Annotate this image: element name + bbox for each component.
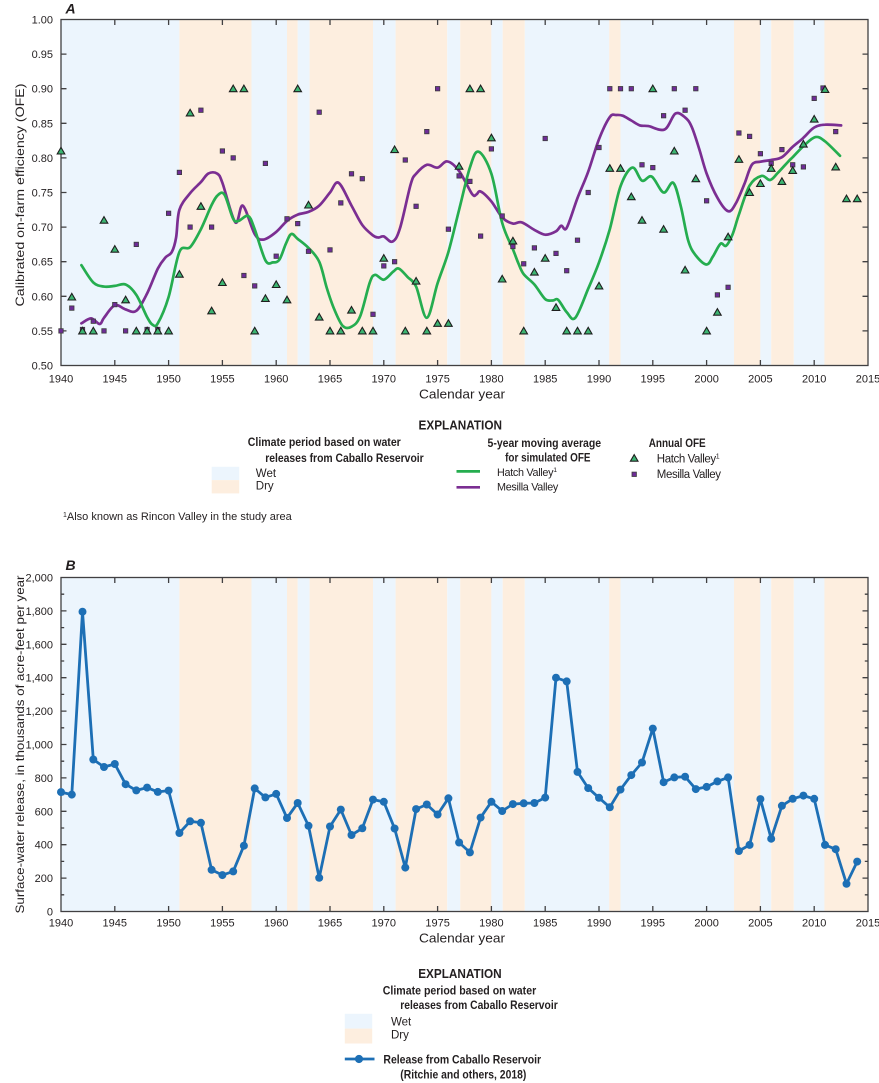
svg-text:2,000: 2,000 bbox=[25, 573, 53, 585]
svg-text:2015: 2015 bbox=[856, 918, 879, 930]
svg-text:0.60: 0.60 bbox=[32, 291, 53, 303]
svg-text:Calendar year: Calendar year bbox=[419, 388, 505, 402]
svg-text:1990: 1990 bbox=[587, 918, 611, 930]
svg-text:B: B bbox=[66, 557, 76, 573]
svg-text:1950: 1950 bbox=[156, 374, 180, 386]
svg-text:1945: 1945 bbox=[103, 918, 127, 930]
svg-text:1940: 1940 bbox=[49, 918, 73, 930]
svg-text:1,200: 1,200 bbox=[25, 706, 53, 718]
svg-text:1965: 1965 bbox=[318, 918, 342, 930]
svg-text:0.80: 0.80 bbox=[32, 153, 53, 165]
svg-text:0.55: 0.55 bbox=[32, 326, 53, 338]
svg-text:1940: 1940 bbox=[49, 374, 73, 386]
svg-text:2005: 2005 bbox=[748, 374, 772, 386]
svg-text:2010: 2010 bbox=[802, 918, 826, 930]
svg-text:1985: 1985 bbox=[533, 374, 557, 386]
svg-text:for simulated OFE: for simulated OFE bbox=[505, 451, 590, 465]
svg-text:Calibrated on-farm efficiency: Calibrated on-farm efficiency (OFE) bbox=[13, 84, 27, 307]
svg-text:0.50: 0.50 bbox=[32, 361, 53, 373]
svg-text:1960: 1960 bbox=[264, 918, 288, 930]
svg-text:(Ritchie and others, 2018): (Ritchie and others, 2018) bbox=[400, 1067, 526, 1081]
svg-text:1975: 1975 bbox=[425, 374, 449, 386]
svg-text:0.70: 0.70 bbox=[32, 222, 53, 234]
svg-text:1995: 1995 bbox=[641, 918, 665, 930]
svg-text:Mesilla Valley: Mesilla Valley bbox=[657, 469, 721, 481]
svg-text:0.75: 0.75 bbox=[32, 188, 53, 200]
svg-text:EXPLANATION: EXPLANATION bbox=[419, 418, 503, 432]
svg-text:1,400: 1,400 bbox=[25, 673, 53, 685]
svg-text:1980: 1980 bbox=[479, 918, 503, 930]
svg-text:0.65: 0.65 bbox=[32, 257, 53, 269]
svg-text:1965: 1965 bbox=[318, 374, 342, 386]
svg-text:1,600: 1,600 bbox=[25, 639, 53, 651]
svg-text:1990: 1990 bbox=[587, 374, 611, 386]
svg-text:0.95: 0.95 bbox=[32, 49, 53, 61]
svg-text:1980: 1980 bbox=[479, 374, 503, 386]
svg-text:0: 0 bbox=[47, 907, 53, 919]
svg-text:0.90: 0.90 bbox=[32, 84, 53, 96]
svg-text:1Also known as Rincon Valley i: 1Also known as Rincon Valley in the stud… bbox=[63, 511, 293, 523]
svg-text:Annual OFE: Annual OFE bbox=[649, 436, 706, 450]
svg-text:1945: 1945 bbox=[103, 374, 127, 386]
svg-text:Hatch Valley1: Hatch Valley1 bbox=[657, 453, 720, 465]
svg-text:2010: 2010 bbox=[802, 374, 826, 386]
svg-text:800: 800 bbox=[35, 773, 53, 785]
svg-text:releases from Caballo Reservoi: releases from Caballo Reservoir bbox=[265, 451, 424, 465]
svg-text:Wet: Wet bbox=[256, 468, 277, 480]
svg-text:1955: 1955 bbox=[210, 918, 234, 930]
svg-text:1,000: 1,000 bbox=[25, 740, 53, 752]
svg-text:2015: 2015 bbox=[856, 374, 879, 386]
svg-text:Surface-water release, in thou: Surface-water release, in thousands of a… bbox=[13, 576, 27, 914]
svg-text:200: 200 bbox=[35, 873, 53, 885]
svg-text:Dry: Dry bbox=[256, 481, 274, 493]
svg-text:1960: 1960 bbox=[264, 374, 288, 386]
svg-text:5-year moving average: 5-year moving average bbox=[488, 436, 602, 450]
svg-text:2000: 2000 bbox=[694, 918, 718, 930]
svg-text:2000: 2000 bbox=[694, 374, 718, 386]
svg-text:Climate period based on water: Climate period based on water bbox=[383, 983, 537, 997]
svg-text:1970: 1970 bbox=[372, 374, 396, 386]
svg-text:Hatch Valley1: Hatch Valley1 bbox=[497, 467, 557, 479]
svg-text:1985: 1985 bbox=[533, 918, 557, 930]
svg-text:releases from Caballo Reservoi: releases from Caballo Reservoir bbox=[400, 998, 558, 1012]
svg-text:Calendar year: Calendar year bbox=[419, 932, 505, 946]
svg-text:1995: 1995 bbox=[641, 374, 665, 386]
svg-text:1955: 1955 bbox=[210, 374, 234, 386]
svg-text:Release from Caballo Reservoir: Release from Caballo Reservoir bbox=[383, 1053, 541, 1067]
svg-text:1950: 1950 bbox=[156, 918, 180, 930]
svg-text:Mesilla Valley: Mesilla Valley bbox=[497, 481, 559, 493]
svg-text:Climate period based on water: Climate period based on water bbox=[248, 435, 401, 449]
svg-text:EXPLANATION: EXPLANATION bbox=[418, 967, 502, 981]
svg-text:600: 600 bbox=[35, 806, 53, 818]
svg-text:1.00: 1.00 bbox=[32, 15, 53, 27]
svg-text:Wet: Wet bbox=[391, 1016, 412, 1028]
svg-text:1975: 1975 bbox=[425, 918, 449, 930]
svg-text:A: A bbox=[65, 1, 76, 17]
svg-text:Dry: Dry bbox=[391, 1029, 409, 1041]
svg-text:2005: 2005 bbox=[748, 918, 772, 930]
svg-text:0.85: 0.85 bbox=[32, 118, 53, 130]
svg-text:1,800: 1,800 bbox=[25, 606, 53, 618]
svg-text:400: 400 bbox=[35, 840, 53, 852]
svg-text:1970: 1970 bbox=[372, 918, 396, 930]
